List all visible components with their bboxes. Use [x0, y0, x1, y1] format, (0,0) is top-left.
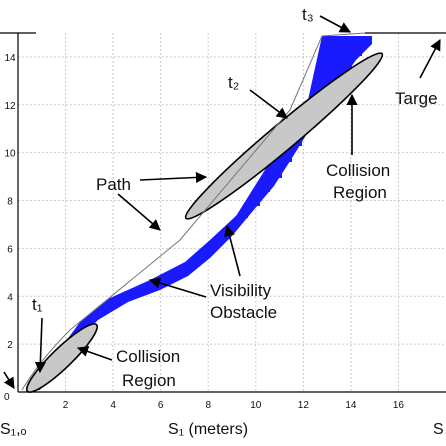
annotations: t₃ t₂ Path Targe Collision Region Visibi… — [3, 5, 441, 390]
y-tick-label: 10 — [4, 149, 16, 160]
x-tick-label: 10 — [250, 400, 262, 411]
y-tick-label: 14 — [4, 53, 16, 64]
path-arrow-2 — [117, 193, 161, 231]
t1-arrow — [34, 317, 46, 374]
y-tick-label: 2 — [7, 340, 13, 351]
visibility-arrow-2 — [148, 277, 207, 298]
collision-upper-line1: Collision — [326, 161, 390, 180]
target-label: Targe — [395, 89, 438, 108]
path-curve — [21, 32, 366, 391]
s1o-label: S₁,ₒ — [0, 421, 27, 438]
x-tick-label: 6 — [158, 400, 164, 411]
path-arrow-1 — [139, 171, 208, 184]
collision-regions — [25, 52, 384, 393]
t2-label: t₂ — [228, 73, 239, 92]
x-tick-label: 4 — [110, 400, 116, 411]
collision-lower-line2: Region — [122, 371, 176, 390]
x-tick-label: 2 — [63, 400, 69, 411]
plot-area — [0, 32, 446, 393]
obstacle-main-band — [30, 36, 372, 390]
origin-arrow — [3, 371, 15, 389]
path-label: Path — [96, 175, 131, 194]
lower-collision-ellipse — [25, 323, 99, 393]
collision-lower-arrow — [76, 346, 113, 361]
visibility-arrow-1 — [224, 224, 241, 277]
x-tick-labels: 2 4 6 8 10 12 14 16 — [63, 400, 405, 411]
target-arrow — [419, 39, 441, 79]
y-tick-labels: 2 4 6 8 10 12 14 — [4, 53, 16, 351]
collision-lower-line1: Collision — [116, 347, 180, 366]
x-tick-label: 12 — [298, 400, 310, 411]
x-axis-label: S₁ (meters) — [168, 421, 248, 438]
visibility-line1: Visibility — [210, 281, 272, 300]
t3-arrow — [319, 15, 351, 33]
upper-collision-ellipse — [184, 52, 384, 220]
y-tick-label: 4 — [7, 292, 13, 303]
collision-upper-line2: Region — [333, 183, 387, 202]
x-tick-label: 16 — [393, 400, 405, 411]
t3-label: t₃ — [302, 5, 314, 24]
y-tick-label: 8 — [7, 197, 13, 208]
y-tick-label: 6 — [7, 244, 13, 255]
y-tick-label: 12 — [4, 101, 16, 112]
t1-label: t₁ — [32, 295, 43, 314]
y-zero-tick: 0 — [4, 392, 10, 403]
right-edge-label: S — [433, 421, 444, 438]
t2-arrow — [249, 89, 288, 119]
x-tick-label: 8 — [205, 400, 211, 411]
x-tick-label: 14 — [345, 400, 357, 411]
visibility-line2: Obstacle — [210, 303, 277, 322]
